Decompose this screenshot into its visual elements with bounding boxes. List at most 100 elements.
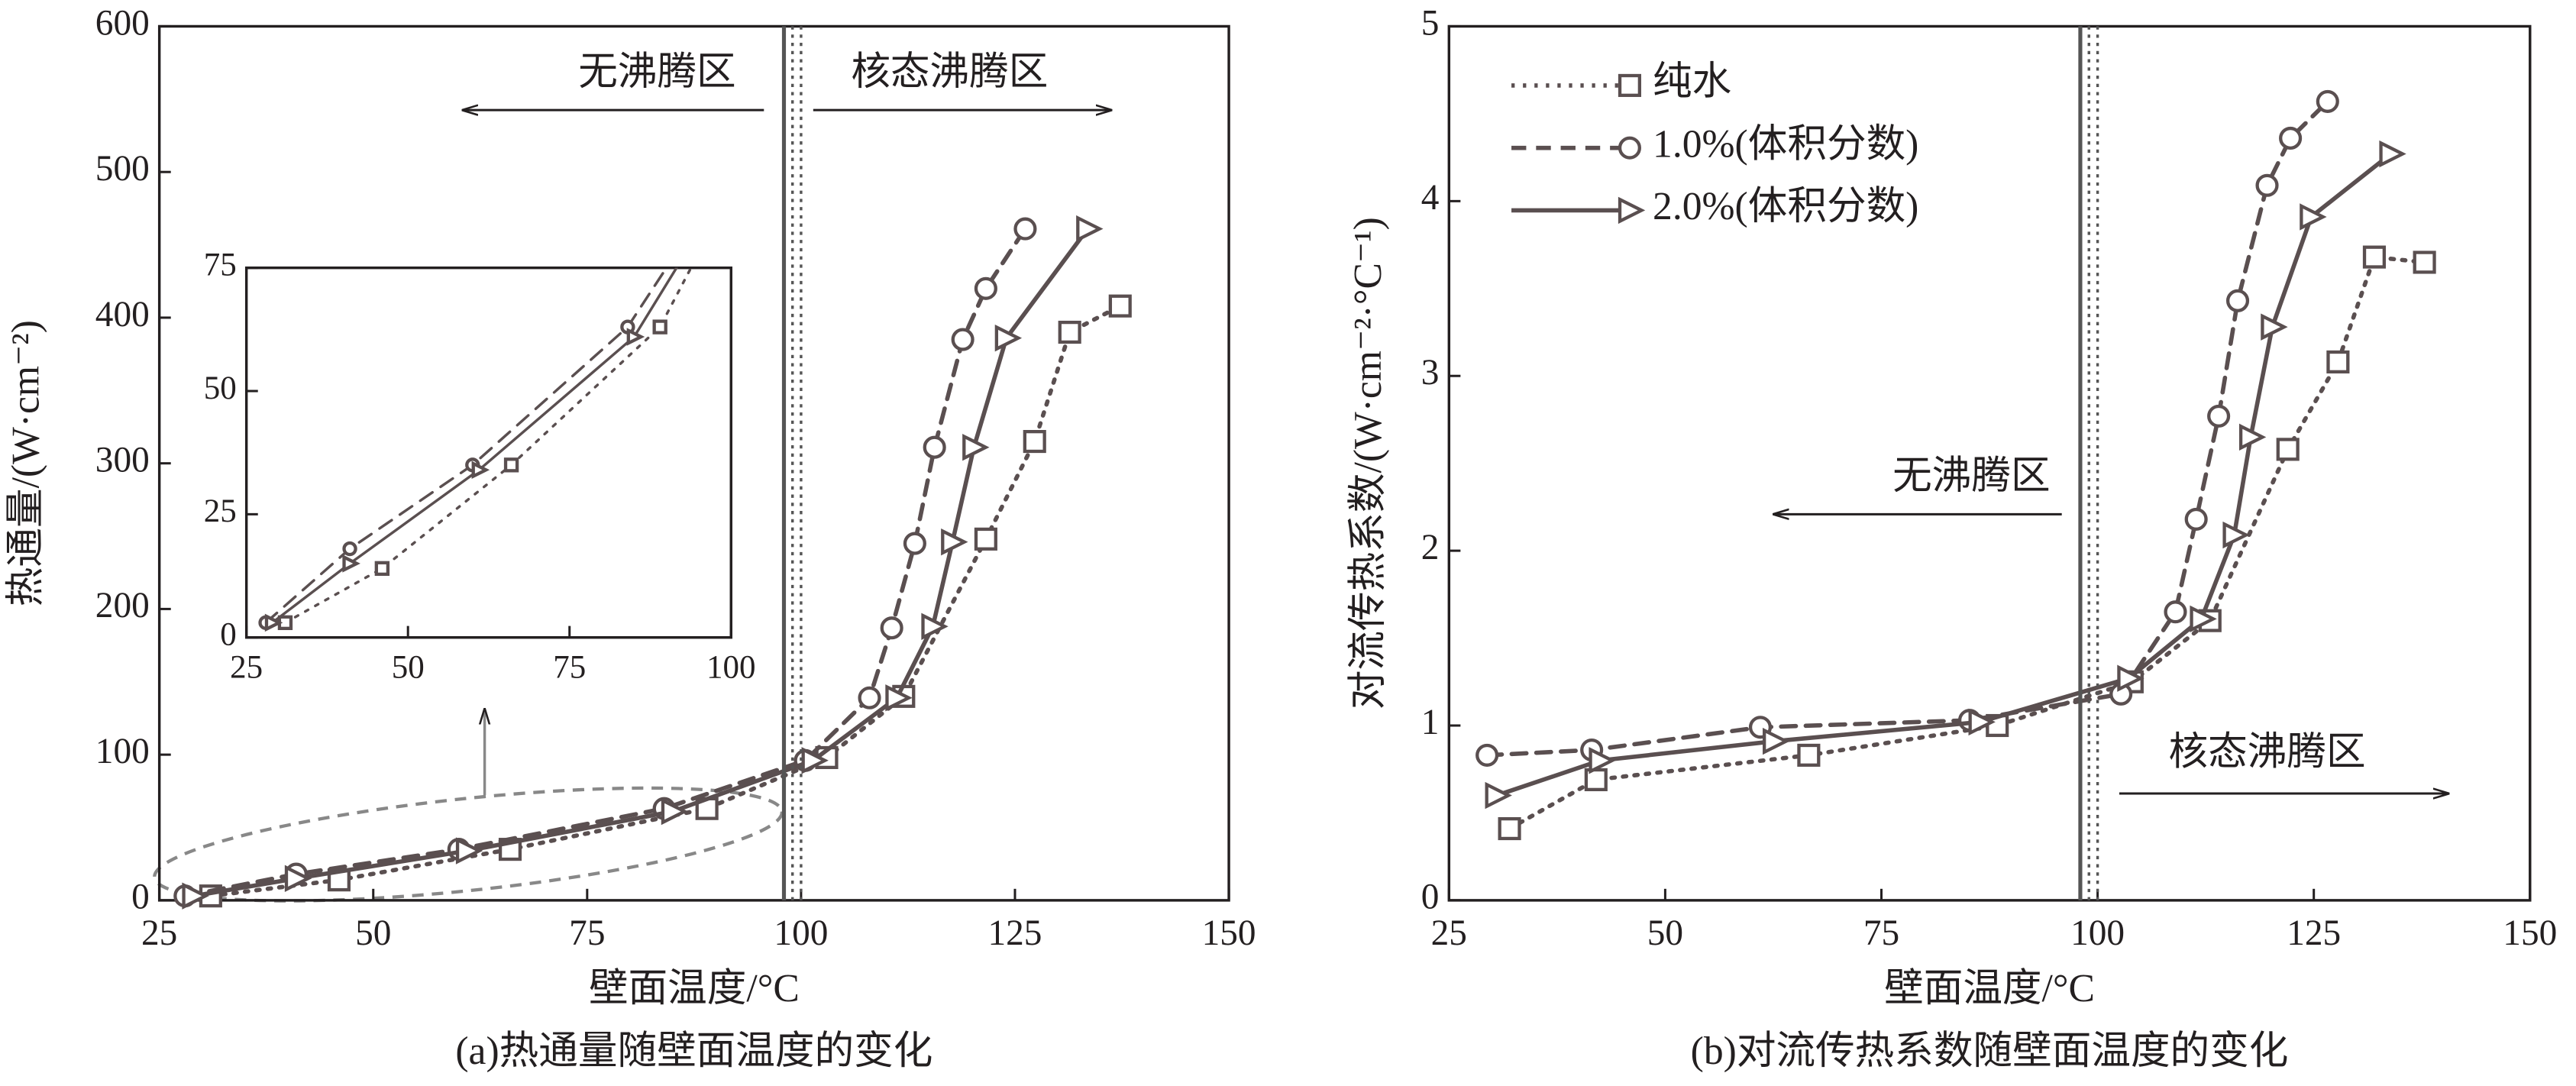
y-tick-label: 25 <box>204 493 237 529</box>
y-tick-label: 2 <box>1421 528 1440 567</box>
marker-triangle <box>661 797 689 826</box>
marker-triangle <box>2117 664 2145 692</box>
marker-circle <box>342 541 357 557</box>
caption: (a)热通量随壁面温度的变化 <box>455 1029 932 1073</box>
legend-label: 1.0%(体积分数) <box>1653 122 1918 166</box>
marker-circle <box>2225 289 2250 312</box>
marker-circle <box>2255 173 2279 197</box>
y-tick-label: 300 <box>95 441 150 480</box>
series-line <box>191 226 1091 898</box>
marker-circle <box>951 328 974 351</box>
x-tick-label: 25 <box>230 650 263 686</box>
marker-square <box>974 527 997 551</box>
marker-triangle <box>471 461 490 480</box>
x-tick-label: 125 <box>987 913 1042 953</box>
marker-circle <box>903 532 926 555</box>
marker-square <box>745 149 756 160</box>
marker-square <box>503 457 519 473</box>
marker-square <box>2276 438 2300 461</box>
annotation: 无沸腾区 <box>1892 454 2050 498</box>
zoom-ellipse <box>153 786 784 903</box>
legend-label: 纯水 <box>1653 60 1731 104</box>
series-line <box>183 226 1028 898</box>
marker-circle <box>2184 507 2208 531</box>
marker-triangle <box>941 528 968 556</box>
caption: (b)对流传热系数随壁面温度的变化 <box>1691 1029 2289 1073</box>
annotation: 核态沸腾区 <box>2169 730 2366 774</box>
y-tick-label: 75 <box>204 247 237 283</box>
plot-frame <box>1447 24 2532 902</box>
marker-triangle <box>921 612 949 640</box>
x-tick-label: 75 <box>553 650 586 686</box>
x-tick-label: 150 <box>1202 913 1256 953</box>
marker-triangle <box>2379 140 2406 168</box>
x-axis-label: 壁面温度/°C <box>1884 967 2095 1010</box>
x-tick-label: 100 <box>774 913 828 953</box>
x-tick-label: 50 <box>1647 913 1683 953</box>
y-tick-label: 600 <box>95 3 150 43</box>
y-tick-label: 50 <box>204 370 237 406</box>
marker-circle <box>1475 743 1499 767</box>
series-line <box>1507 254 2427 831</box>
y-axis-label: 热通量/(W·cm⁻²) <box>5 320 48 606</box>
marker-triangle <box>284 865 312 892</box>
series-line <box>270 267 678 625</box>
marker-circle <box>2279 126 2303 150</box>
marker-circle <box>923 435 946 459</box>
marker-circle <box>729 159 740 170</box>
marker-circle <box>858 686 881 709</box>
x-tick-label: 25 <box>1431 913 1467 953</box>
marker-circle <box>1013 217 1037 241</box>
marker-square <box>1797 743 1821 767</box>
marker-triangle <box>2238 423 2267 451</box>
plot-frame <box>244 266 732 639</box>
y-tick-label: 100 <box>95 732 150 771</box>
marker-square <box>2413 250 2436 274</box>
y-tick-label: 4 <box>1421 178 1440 218</box>
marker-square <box>374 561 390 577</box>
inset-plot <box>258 149 756 632</box>
marker-circle <box>974 276 997 300</box>
x-tick-label: 25 <box>141 913 177 953</box>
marker-square <box>2326 350 2350 373</box>
marker-square <box>652 319 667 335</box>
y-tick-label: 3 <box>1421 353 1440 393</box>
marker-triangle <box>1589 747 1616 774</box>
marker-triangle <box>1076 215 1104 243</box>
x-tick-label: 125 <box>2287 913 2341 953</box>
marker-triangle <box>1763 727 1790 755</box>
marker-triangle <box>885 684 913 712</box>
x-tick-label: 100 <box>2070 913 2125 953</box>
marker-circle <box>2164 600 2187 624</box>
y-tick-label: 500 <box>95 149 150 189</box>
marker-triangle <box>455 837 483 865</box>
plot-frame <box>157 24 1230 902</box>
marker-triangle <box>801 747 829 774</box>
marker-triangle <box>626 328 645 346</box>
marker-triangle <box>994 324 1023 352</box>
marker-triangle <box>962 434 990 461</box>
y-tick-label: 0 <box>220 617 237 653</box>
x-tick-label: 75 <box>1863 913 1899 953</box>
y-tick-label: 400 <box>95 295 150 335</box>
y-tick-label: 1 <box>1421 703 1440 742</box>
y-axis-label: 对流传热系数/(W·cm⁻²·°C⁻¹) <box>1346 217 1390 709</box>
annotation: 核态沸腾区 <box>851 50 1048 94</box>
marker-triangle <box>735 158 748 171</box>
marker-circle <box>2316 89 2339 113</box>
legend-marker <box>1618 73 1641 97</box>
legend-marker <box>1618 136 1641 160</box>
series-line <box>264 267 668 625</box>
y-tick-label: 0 <box>131 878 150 917</box>
marker-triangle <box>2300 203 2327 231</box>
y-tick-label: 0 <box>1421 878 1440 917</box>
marker-triangle <box>1485 781 1512 810</box>
marker-circle <box>880 616 903 640</box>
marker-triangle <box>2261 313 2288 341</box>
series-line <box>208 303 1123 898</box>
x-axis-label: 壁面温度/°C <box>589 967 800 1010</box>
marker-square <box>2362 245 2387 269</box>
marker-triangle <box>2190 605 2217 633</box>
marker-square <box>1108 294 1132 318</box>
